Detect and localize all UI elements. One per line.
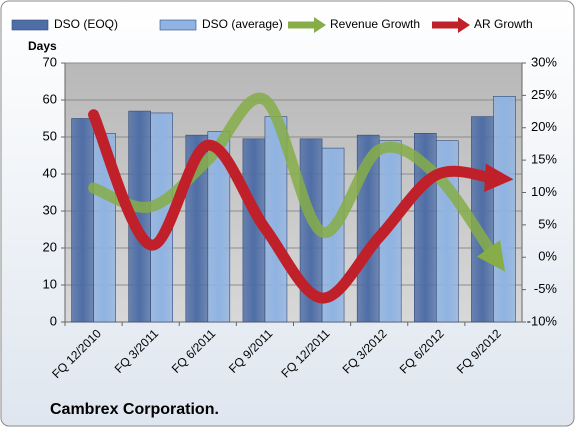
- legend-label: AR Growth: [474, 17, 533, 31]
- y-tick-label: 60: [43, 91, 57, 106]
- bar: [493, 96, 516, 323]
- y-tick-label: 50: [43, 128, 57, 143]
- y-tick-label: 20: [43, 239, 57, 254]
- y2-tick-label: 0%: [538, 249, 557, 264]
- legend-label: Revenue Growth: [330, 17, 420, 31]
- legend-label: DSO (average): [202, 17, 283, 31]
- y-tick-label: 70: [43, 54, 57, 69]
- y-tick-label: 0: [50, 313, 57, 328]
- legend-arrow: [458, 17, 470, 33]
- y2-tick-label: -5%: [534, 281, 558, 296]
- legend-swatch: [159, 19, 197, 31]
- y-tick-label: 40: [43, 165, 57, 180]
- legend-arrow: [314, 17, 326, 33]
- y-axis-label: Days: [28, 39, 57, 53]
- line-series: [88, 109, 514, 304]
- y2-tick-label: 20%: [531, 119, 557, 134]
- y2-tick-label: -10%: [527, 313, 558, 328]
- y2-tick-label: 5%: [538, 216, 557, 231]
- chart-title: Cambrex Corporation.: [50, 401, 219, 418]
- y2-tick-label: 10%: [531, 184, 557, 199]
- y2-tick-label: 15%: [531, 152, 557, 167]
- legend-swatch: [11, 19, 49, 31]
- bar: [207, 131, 231, 323]
- y-tick-label: 30: [43, 202, 57, 217]
- y2-tick-label: 30%: [531, 54, 557, 69]
- bar: [71, 118, 94, 323]
- legend-label: DSO (EOQ): [54, 17, 118, 31]
- y-tick-label: 10: [43, 276, 57, 291]
- line-series: [88, 92, 506, 272]
- y2-tick-label: 25%: [531, 87, 557, 102]
